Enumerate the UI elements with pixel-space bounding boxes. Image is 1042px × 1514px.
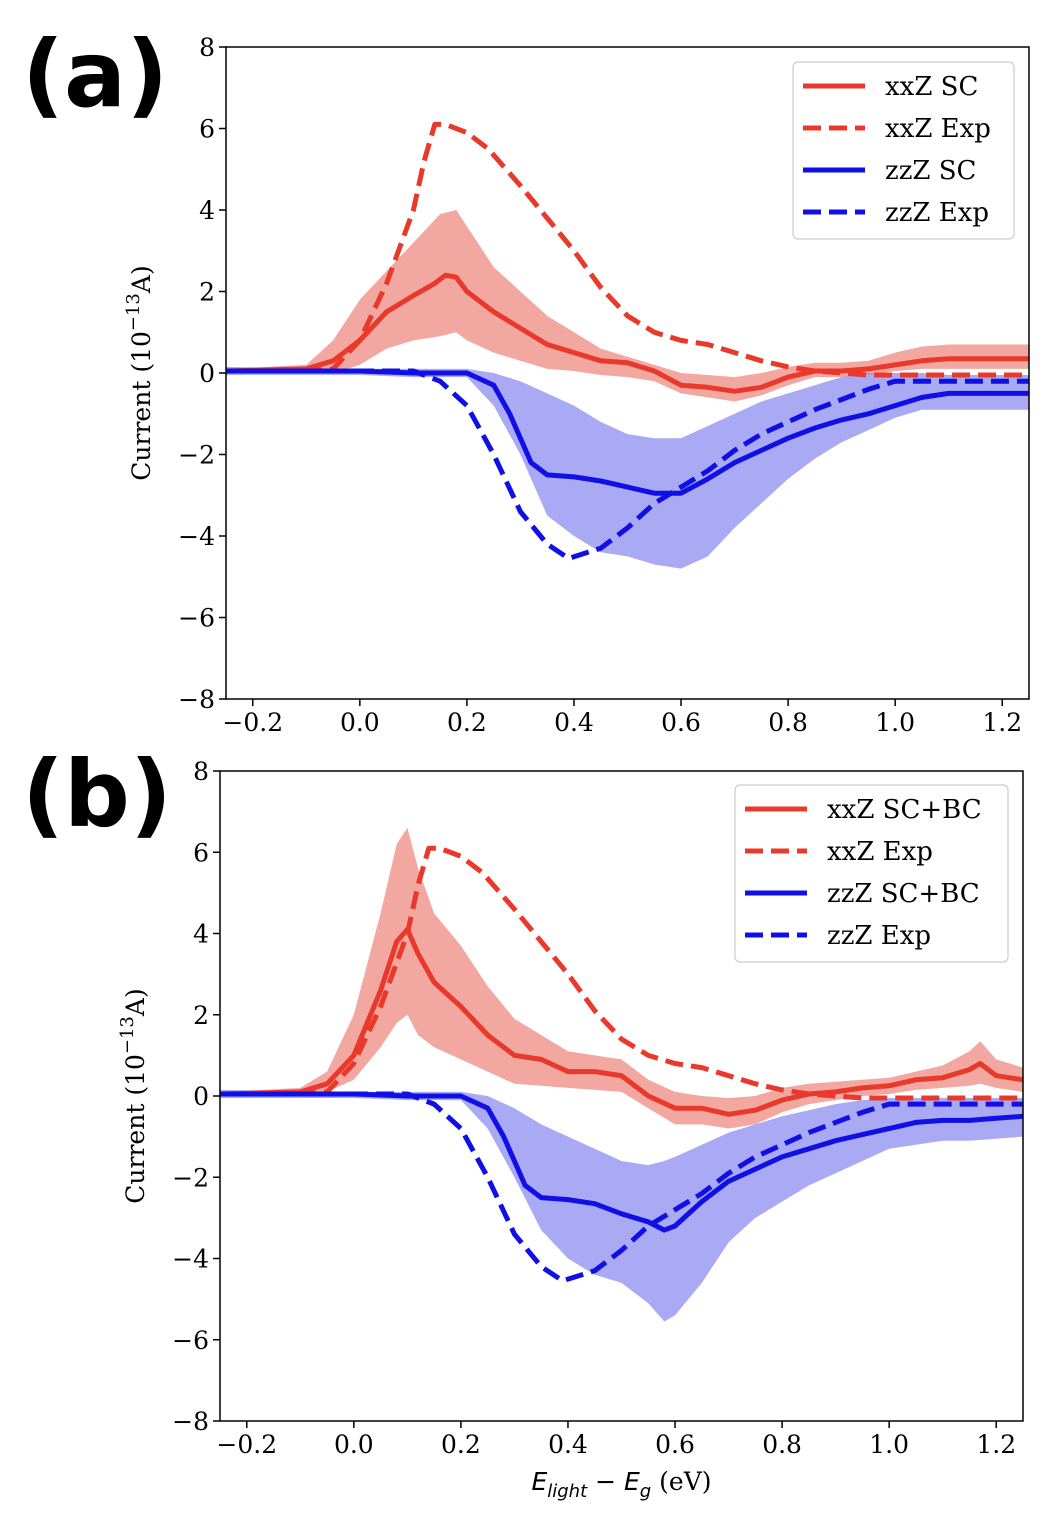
uncertainty-band-0: [220, 827, 1023, 1129]
legend-entry: xxZ SC+BC: [827, 795, 982, 825]
legend-entry: zzZ SC: [885, 156, 976, 186]
series-line-0: [226, 272, 1029, 394]
y-tick-label: −4: [172, 1245, 209, 1274]
y-tick-label: −2: [172, 1163, 209, 1192]
legend-box: [792, 61, 1015, 240]
series-line-3: [220, 1091, 1023, 1284]
x-tick-label: 1.0: [869, 1430, 909, 1459]
series-line-0: [220, 926, 1023, 1117]
x-tick-label: 0.4: [554, 708, 594, 737]
x-tick-label: 1.2: [982, 708, 1022, 737]
y-tick-label: −8: [178, 685, 215, 714]
x-tick-label: 0.8: [762, 1430, 802, 1459]
panel-label: (a): [22, 21, 168, 128]
y-tick-label: 4: [193, 920, 209, 949]
plot-area: [220, 827, 1023, 1322]
x-tick-label: −0.2: [222, 708, 283, 737]
y-tick-label: 8: [199, 33, 215, 62]
x-axis-label: Elight − Eg (eV): [531, 1467, 711, 1502]
legend-entry: xxZ SC: [885, 72, 978, 102]
y-tick-label: −8: [172, 1407, 209, 1436]
x-tick-label: 0.2: [447, 708, 487, 737]
y-tick-label: −2: [178, 441, 215, 470]
chart-panel-a: (a) −0.2 0.0 0.2 0.4 0.6 0.8 1.0 1.2 −8 −6 −4 −2 0 2 4 6…: [22, 21, 1030, 737]
y-tick-label: 2: [193, 1001, 209, 1030]
y-tick-label: 0: [193, 1082, 209, 1111]
legend: xxZ SC+BC xxZ Exp zzZ SC+BC zzZ Exp: [734, 784, 1009, 963]
x-tick-label: 0.6: [655, 1430, 695, 1459]
y-tick-label: 8: [193, 757, 209, 786]
legend-entry: zzZ Exp: [885, 198, 989, 228]
legend-box: [734, 784, 1009, 963]
series-line-3: [226, 368, 1029, 561]
series-line-2: [226, 368, 1029, 496]
y-tick-label: 4: [199, 196, 215, 225]
panel-label: (b): [22, 741, 172, 848]
y-tick-label: −4: [178, 522, 215, 551]
y-tick-label: −6: [172, 1326, 209, 1355]
x-tick-label: 1.2: [976, 1430, 1016, 1459]
y-tick-label: 0: [199, 359, 215, 388]
uncertainty-band-0: [226, 210, 1029, 402]
y-tick-label: 6: [199, 115, 215, 144]
legend-entry: xxZ Exp: [827, 837, 933, 867]
legend: xxZ SC xxZ Exp zzZ SC zzZ Exp: [792, 61, 1015, 240]
x-tick-label: 0.2: [441, 1430, 481, 1459]
series-line-2: [220, 1091, 1023, 1233]
plot-area: [226, 121, 1029, 569]
x-tick-label: 0.8: [768, 708, 808, 737]
series-line-1: [226, 121, 1029, 378]
x-tick-label: 1.0: [875, 708, 915, 737]
uncertainty-band-1: [226, 366, 1029, 569]
y-axis-label: Current (10−13A): [123, 265, 156, 480]
legend-entry: zzZ SC+BC: [827, 879, 980, 909]
y-tick-label: 2: [199, 278, 215, 307]
x-tick-label: 0.4: [548, 1430, 588, 1459]
series-line-1: [220, 845, 1023, 1101]
x-tick-label: 0.6: [661, 708, 701, 737]
x-tick-label: 0.0: [340, 708, 380, 737]
legend-entry: zzZ Exp: [827, 921, 931, 951]
chart-panel-b: (b) −0.2 0.0 0.2 0.4 0.6 0.8 1.0 1.2 −8 −6 −4 −2 0 2 4 6…: [22, 741, 1024, 1502]
x-tick-label: −0.2: [216, 1430, 277, 1459]
y-tick-label: 6: [193, 838, 209, 867]
y-axis-label: Current (10−13A): [117, 988, 150, 1203]
legend-entry: xxZ Exp: [885, 114, 991, 144]
y-tick-label: −6: [178, 604, 215, 633]
uncertainty-band-1: [220, 1089, 1023, 1322]
x-tick-label: 0.0: [334, 1430, 374, 1459]
